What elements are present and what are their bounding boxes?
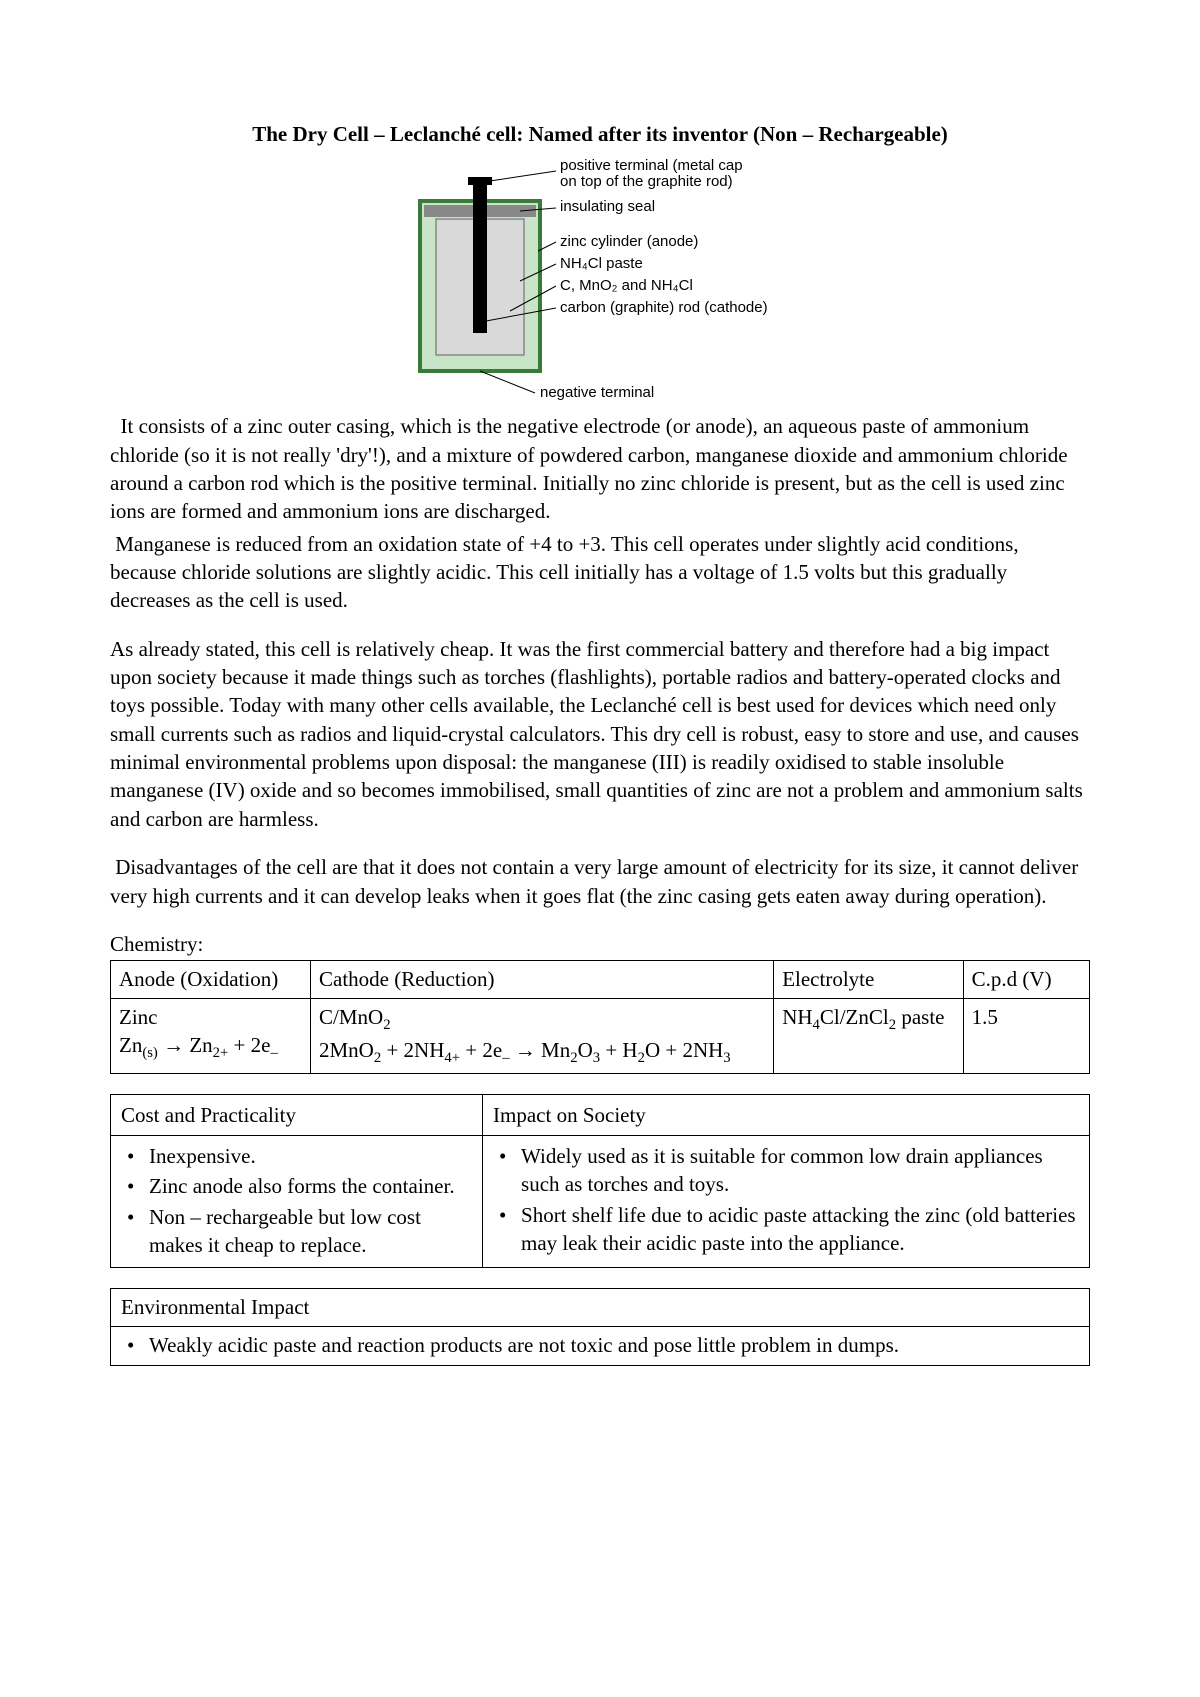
impact-cost-cell: Inexpensive.Zinc anode also forms the co… xyxy=(111,1135,483,1267)
list-item: Weakly acidic paste and reaction product… xyxy=(127,1331,1079,1359)
paragraph-3: As already stated, this cell is relative… xyxy=(110,635,1090,833)
svg-text:NH₄Cl paste: NH₄Cl paste xyxy=(560,255,643,272)
table-row: Cost and Practicality Impact on Society xyxy=(111,1094,1090,1135)
chem-header-cathode: Cathode (Reduction) xyxy=(311,961,774,998)
svg-text:on top of the graphite rod): on top of the graphite rod) xyxy=(560,173,733,190)
chem-header-cpd: C.p.d (V) xyxy=(963,961,1089,998)
chem-electrolyte: NH4Cl/ZnCl2 paste xyxy=(774,998,963,1073)
list-item: Non – rechargeable but low cost makes it… xyxy=(127,1203,472,1260)
page-title: The Dry Cell – Leclanché cell: Named aft… xyxy=(110,120,1090,148)
table-row: Anode (Oxidation) Cathode (Reduction) El… xyxy=(111,961,1090,998)
list-item: Inexpensive. xyxy=(127,1142,472,1170)
table-row: Environmental Impact xyxy=(111,1289,1090,1326)
env-header: Environmental Impact xyxy=(111,1289,1090,1326)
impact-header-impact: Impact on Society xyxy=(483,1094,1090,1135)
svg-text:C, MnO₂ and NH₄Cl: C, MnO₂ and NH₄Cl xyxy=(560,277,693,294)
svg-text:positive terminal (metal cap: positive terminal (metal cap xyxy=(560,157,743,174)
paragraph-4: Disadvantages of the cell are that it do… xyxy=(110,853,1090,910)
chemistry-label: Chemistry: xyxy=(110,930,1090,958)
chem-header-electrolyte: Electrolyte xyxy=(774,961,963,998)
chem-header-anode: Anode (Oxidation) xyxy=(111,961,311,998)
impact-table: Cost and Practicality Impact on Society … xyxy=(110,1094,1090,1269)
list-item: Widely used as it is suitable for common… xyxy=(499,1142,1079,1199)
paragraph-1: It consists of a zinc outer casing, whic… xyxy=(110,412,1090,525)
cell-diagram: positive terminal (metal capon top of th… xyxy=(110,156,1090,406)
chem-anode: ZincZn(s) → Zn2+ + 2e– xyxy=(111,998,311,1073)
paragraph-2: Manganese is reduced from an oxidation s… xyxy=(110,530,1090,615)
impact-society-cell: Widely used as it is suitable for common… xyxy=(483,1135,1090,1267)
list-item: Short shelf life due to acidic paste att… xyxy=(499,1201,1079,1258)
svg-text:zinc cylinder (anode): zinc cylinder (anode) xyxy=(560,233,698,250)
environmental-table: Environmental Impact Weakly acidic paste… xyxy=(110,1288,1090,1366)
svg-text:negative terminal: negative terminal xyxy=(540,384,654,401)
svg-text:insulating seal: insulating seal xyxy=(560,198,655,215)
table-row: Weakly acidic paste and reaction product… xyxy=(111,1326,1090,1365)
list-item: Zinc anode also forms the container. xyxy=(127,1172,472,1200)
table-row: Inexpensive.Zinc anode also forms the co… xyxy=(111,1135,1090,1267)
env-cell: Weakly acidic paste and reaction product… xyxy=(111,1326,1090,1365)
chemistry-table: Anode (Oxidation) Cathode (Reduction) El… xyxy=(110,960,1090,1073)
impact-header-cost: Cost and Practicality xyxy=(111,1094,483,1135)
table-row: ZincZn(s) → Zn2+ + 2e– C/MnO22MnO2 + 2NH… xyxy=(111,998,1090,1073)
chem-cpd: 1.5 xyxy=(963,998,1089,1073)
chem-cathode: C/MnO22MnO2 + 2NH4+ + 2e– → Mn2O3 + H2O … xyxy=(311,998,774,1073)
svg-text:carbon (graphite) rod (cathode: carbon (graphite) rod (cathode) xyxy=(560,299,768,316)
